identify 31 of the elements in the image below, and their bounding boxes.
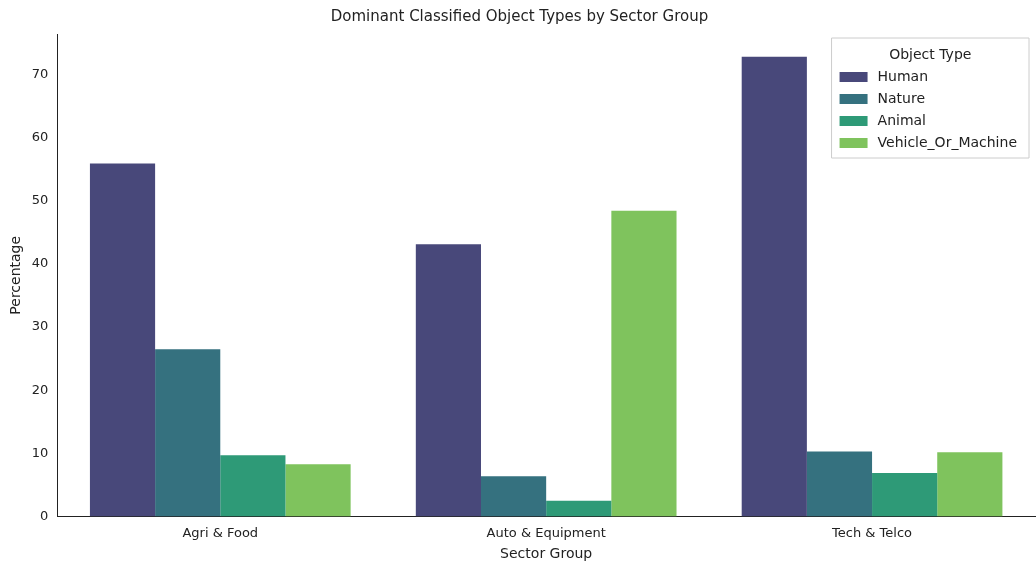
y-tick-label: 0: [40, 507, 49, 523]
y-tick-label: 20: [31, 381, 49, 397]
y-tick-label: 60: [31, 128, 49, 144]
chart-title: Dominant Classified Object Types by Sector Group: [330, 6, 709, 25]
legend-label: Vehicle_Or_Machine: [877, 133, 1018, 150]
bar: [480, 476, 547, 517]
legend-label: Nature: [877, 89, 926, 106]
bar: [220, 455, 286, 517]
bar: [937, 452, 1003, 517]
bar: [546, 500, 612, 517]
legend-title: Object Type: [889, 45, 972, 62]
legend-label: Animal: [877, 111, 927, 128]
bar: [155, 349, 221, 517]
bar: [285, 464, 351, 517]
y-tick-label: 10: [31, 444, 49, 460]
x-axis-title: Sector Group: [500, 545, 593, 562]
x-tick-label: Tech & Telco: [831, 524, 913, 540]
y-tick-label: 30: [31, 318, 49, 334]
y-tick-label: 50: [31, 192, 49, 208]
y-tick-label: 40: [31, 255, 49, 271]
bar: [89, 163, 156, 517]
y-axis-title: Percentage: [7, 235, 24, 315]
bar: [415, 244, 481, 517]
y-tick-label: 70: [31, 65, 49, 81]
bar: [872, 473, 938, 517]
bar: [611, 210, 677, 517]
x-tick-label: Agri & Food: [182, 524, 259, 540]
x-tick-label: Auto & Equipment: [486, 524, 606, 540]
bar: [741, 56, 807, 517]
bar: [806, 451, 873, 517]
legend-label: Human: [877, 67, 929, 84]
